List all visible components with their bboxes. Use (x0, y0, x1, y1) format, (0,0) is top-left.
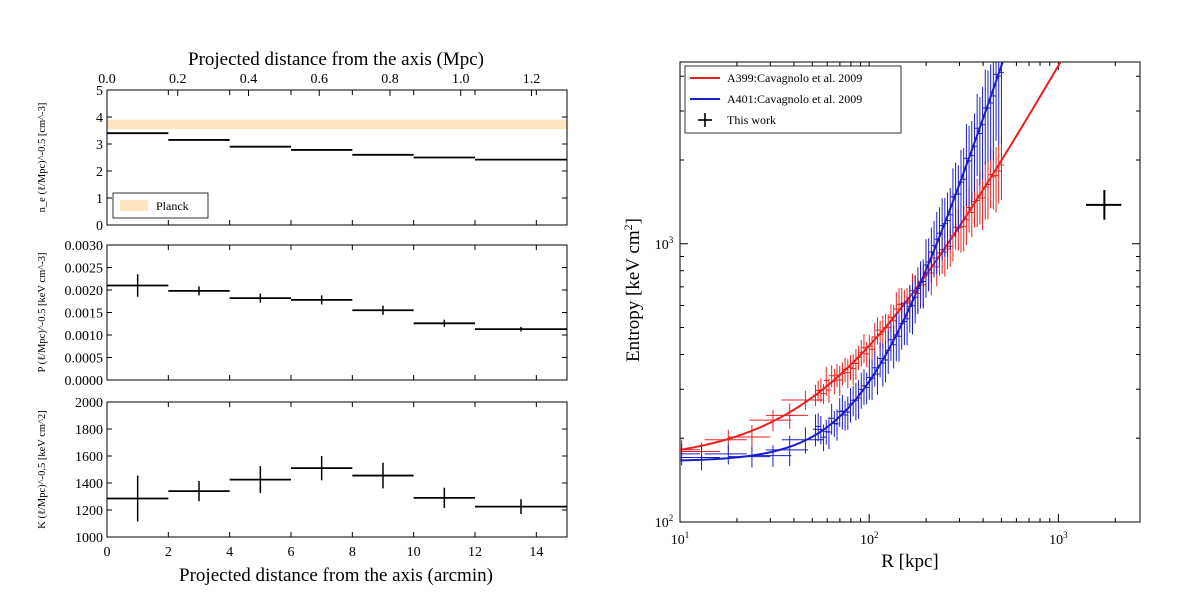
legend-planck-swatch (120, 200, 148, 211)
bottom-xtick-label: 6 (288, 545, 295, 560)
right-plot-area (680, 62, 1062, 471)
legend-label: This work (727, 113, 776, 127)
right-xtick-exp: 2 (874, 530, 879, 540)
ne-ytick-label: 1 (96, 192, 103, 207)
top-xtick-label: 0.0 (98, 72, 116, 87)
p-ylabel: P (ℓ/Mpc)^-0.5 [keV cm^-3] (37, 253, 48, 373)
top-xtick-label: 0.8 (381, 72, 399, 87)
right-xtick-label: 103 (1049, 530, 1068, 548)
top-xtick-label: 0.6 (310, 72, 328, 87)
right-axes-frame (679, 61, 1141, 523)
legend-label: A399:Cavagnolo et al. 2009 (727, 71, 862, 85)
p-axes-frame (106, 244, 568, 381)
right-ytick-label: 102 (655, 513, 674, 531)
bottom-xtick-label: 0 (104, 545, 111, 560)
panel-electron-density: 0 1 2 3 4 5 n_e (ℓ/Mpc)^-0.5 [cm^-3] Planck 0.0 0… (37, 72, 568, 234)
right-ytick-exp: 2 (669, 513, 674, 523)
right-ytick-label: 103 (655, 235, 674, 253)
bottom-axis-label: Projected distance from the axis (arcmin… (179, 565, 493, 586)
right-y-label-text: Entropy [keV cm (623, 230, 644, 362)
ne-ytick-label: 0 (96, 219, 103, 234)
bottom-xtick-label: 12 (468, 545, 482, 560)
right-legend-box (684, 65, 902, 134)
right-ytick-base: 10 (655, 516, 669, 531)
p-ytick-label: 0.0015 (65, 307, 104, 322)
right-xtick-label: 101 (671, 530, 690, 548)
right-xtick-base: 10 (1049, 533, 1063, 548)
bottom-xtick-label: 10 (407, 545, 421, 560)
k-ytick-label: 1000 (75, 531, 103, 546)
panel-entropy-profile: 1000 1200 1400 1600 1800 2000 K (ℓ/Mpc)^-0.5 [… (37, 396, 568, 560)
top-xtick-label: 1.0 (452, 72, 470, 87)
bottom-xtick-label: 4 (226, 545, 233, 560)
ne-ytick-label: 5 (96, 84, 103, 99)
bottom-xtick-label: 14 (529, 545, 543, 560)
p-ytick-label: 0.0005 (65, 352, 104, 367)
p-ytick-label: 0.0010 (65, 329, 104, 344)
right-y-label-close: ] (623, 218, 644, 224)
right-xtick-base: 10 (860, 533, 874, 548)
bottom-xtick-label: 2 (165, 545, 172, 560)
top-xtick-label: 1.2 (523, 72, 541, 87)
p-ytick-label: 0.0030 (65, 239, 104, 254)
p-ytick-label: 0.0025 (65, 262, 104, 277)
k-axes-frame (106, 401, 568, 538)
top-xtick-label: 0.4 (240, 72, 258, 87)
ne-axes-frame (106, 89, 568, 226)
right-ytick-base: 10 (655, 238, 669, 253)
right-y-label: Entropy [keV cm2] (621, 218, 644, 362)
right-xtick-exp: 3 (1063, 530, 1068, 540)
right-y-label-sup: 2 (621, 224, 635, 230)
bottom-xtick-label: 8 (349, 545, 356, 560)
legend-planck-label: Planck (156, 199, 189, 213)
right-xtick-base: 10 (671, 533, 685, 548)
panel-pressure: 0.0000 0.0005 0.0010 0.0015 0.0020 0.0025 0.00… (37, 239, 568, 389)
p-ytick-label: 0.0000 (65, 374, 104, 389)
ne-ytick-label: 4 (96, 111, 103, 126)
planck-band (107, 119, 567, 130)
ne-ytick-label: 2 (96, 165, 103, 180)
legend-label: A401:Cavagnolo et al. 2009 (727, 92, 862, 106)
right-xtick-exp: 1 (685, 530, 690, 540)
top-axis-label: Projected distance from the axis (Mpc) (188, 49, 484, 70)
k-ytick-label: 2000 (75, 396, 103, 411)
right-ytick-exp: 3 (669, 235, 674, 245)
ne-ylabel: n_e (ℓ/Mpc)^-0.5 [cm^-3] (37, 103, 48, 213)
p-ytick-label: 0.0020 (65, 284, 104, 299)
top-xtick-label: 0.2 (169, 72, 187, 87)
k-ylabel: K (ℓ/Mpc)^-0.5 [keV cm^2] (37, 410, 48, 529)
k-ytick-label: 1800 (75, 423, 103, 438)
k-ytick-label: 1400 (75, 477, 103, 492)
k-ytick-label: 1600 (75, 450, 103, 465)
ne-ytick-label: 3 (96, 138, 103, 153)
right-x-label: R [kpc] (881, 551, 939, 572)
right-xtick-label: 102 (860, 530, 879, 548)
k-ytick-label: 1200 (75, 504, 103, 519)
